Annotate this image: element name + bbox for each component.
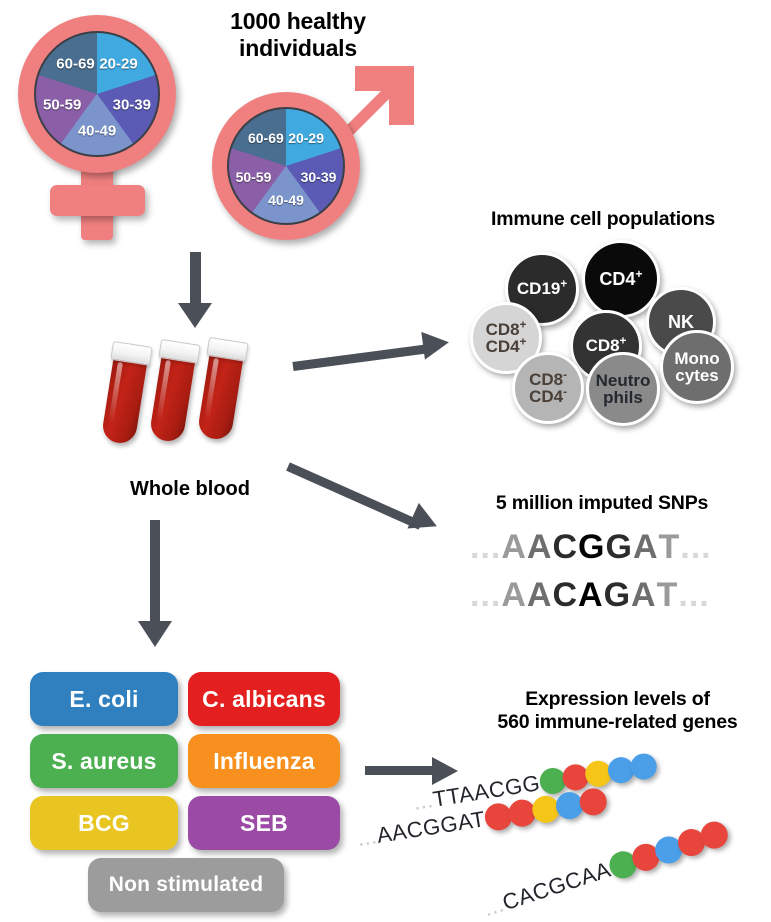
pie-label-20-29: 20-29 [99, 55, 138, 73]
pie-label-50-59: 50-59 [235, 168, 272, 185]
immune-cell-cluster: CD19+ CD4+ NK CD8+ CD4+ CD8+ Mono cytes CD8- CD4-… [0, 0, 771, 440]
snp-chars: A [632, 528, 659, 566]
expression-title-line1: Expression levels of [525, 688, 710, 710]
snp-variant-base: G [578, 528, 606, 566]
immune-cell-label: CD8+ CD4+ [485, 319, 527, 356]
rna-bead [628, 751, 659, 782]
snp-chars: ... [470, 576, 502, 614]
cohort-title: 1000 healthy individuals [183, 8, 413, 62]
stimulus-box-influenza[interactable]: Influenza [188, 734, 340, 788]
whole-blood-caption: Whole blood [130, 478, 250, 500]
stimulus-box-c-albicans[interactable]: C. albicans [188, 672, 340, 726]
stimulus-label: BCG [78, 809, 130, 836]
immune-cell-label: Mono cytes [674, 348, 720, 385]
snp-chars: ... [470, 528, 502, 566]
male-gender-symbol: 20-29 30-39 40-49 50-59 60-69 [205, 60, 420, 255]
snp-chars: A [501, 528, 527, 566]
rna-sequence-bases: CACGCAA [499, 856, 614, 915]
pie-label-60-69: 60-69 [56, 55, 95, 73]
stimulus-box-e-coli[interactable]: E. coli [30, 672, 178, 726]
immune-cell-neutrophils: Neutro phils [586, 352, 660, 426]
expression-title-line2: 560 immune-related genes [497, 711, 738, 733]
expression-title: Expression levels of 560 immune-related … [470, 688, 765, 734]
snp-chars: A [526, 576, 553, 614]
immune-cell-label: CD19+ [516, 278, 568, 299]
snp-chars: ... [678, 576, 710, 614]
snp-chars: A [526, 528, 553, 566]
pie-label-40-49: 40-49 [77, 122, 117, 140]
snp-chars: T [656, 576, 679, 614]
stimulus-label: S. aureus [51, 747, 157, 774]
male-age-pie: 20-29 30-39 40-49 50-59 60-69 [227, 107, 345, 225]
stimulus-box-s-aureus[interactable]: S. aureus [30, 734, 178, 788]
stimulus-box-seb[interactable]: SEB [188, 796, 340, 850]
immune-cell-cd8poscd4pos: CD8+ CD4+ [470, 302, 542, 374]
arrow-shaft [365, 766, 435, 775]
pie-label-40-49: 40-49 [268, 192, 304, 209]
stimulus-label: SEB [240, 809, 288, 836]
arrow-shaft [150, 520, 160, 624]
female-age-pie: 20-29 30-39 40-49 50-59 60-69 [34, 31, 160, 157]
stimulus-label: E. coli [69, 685, 139, 712]
pie-label-30-39: 30-39 [112, 96, 151, 114]
immune-cell-monocytes: Mono cytes [660, 330, 734, 404]
immune-cell-label: CD8- CD4- [529, 369, 567, 406]
arrow-head [138, 621, 172, 647]
pie-label-20-29: 20-29 [288, 130, 324, 147]
snp-chars: A [631, 576, 657, 614]
snp-chars: ... [680, 528, 712, 566]
rna-bead [577, 785, 609, 817]
female-stem-horizontal [50, 185, 145, 216]
arrow-shaft [190, 252, 201, 306]
rna-sequence-text: ...CACGCAA [480, 856, 614, 922]
immune-cell-cd4pos: CD4+ [582, 240, 660, 318]
snp-variant-base: A [578, 576, 604, 614]
stimulus-panel: E. coli C. albicans S. aureus Influenza BCG S… [30, 672, 350, 912]
stimulus-box-bcg[interactable]: BCG [30, 796, 178, 850]
immune-cell-cd19pos: CD19+ [505, 252, 579, 326]
stimulus-label: C. albicans [202, 685, 326, 712]
stimulus-box-non-stimulated[interactable]: Non stimulated [88, 858, 284, 912]
stimulus-label: Non stimulated [108, 873, 264, 896]
snp-sequences: ...AACGGAT... ...AACAGAT... [470, 528, 750, 618]
immune-title: Immune cell populations [490, 208, 715, 230]
snps-title: 5 million imputed SNPs [495, 492, 709, 514]
arrow-head [432, 757, 458, 785]
immune-cell-label: NK [668, 311, 694, 332]
pie-label-30-39: 30-39 [300, 168, 337, 185]
cohort-title-line1: 1000 healthy [230, 8, 366, 34]
rna-strand: ...CACGCAA [480, 817, 732, 921]
pie-label-50-59: 50-59 [43, 96, 82, 114]
snp-chars: G [605, 528, 633, 566]
snp-chars: A [501, 576, 527, 614]
cohort-title-line2: individuals [239, 35, 357, 62]
snp-chars: T [658, 528, 681, 566]
immune-cell-cd8negcd4neg: CD8- CD4- [512, 352, 584, 424]
snp-sequence-row: ...AACGGAT... [470, 528, 712, 567]
stimulus-label: Influenza [213, 747, 315, 774]
immune-cell-label: CD8+ [585, 335, 627, 356]
snp-chars: G [603, 576, 632, 614]
snp-chars: C [552, 576, 579, 614]
snp-sequence-row: ...AACAGAT... [470, 576, 710, 615]
pie-label-60-69: 60-69 [247, 130, 284, 147]
immune-cell-label: CD4+ [599, 266, 643, 289]
snp-chars: C [552, 528, 579, 566]
immune-cell-label: Neutro phils [595, 370, 651, 407]
arrow-head [178, 303, 212, 328]
female-gender-symbol: 20-29 30-39 40-49 50-59 60-69 [10, 12, 185, 242]
